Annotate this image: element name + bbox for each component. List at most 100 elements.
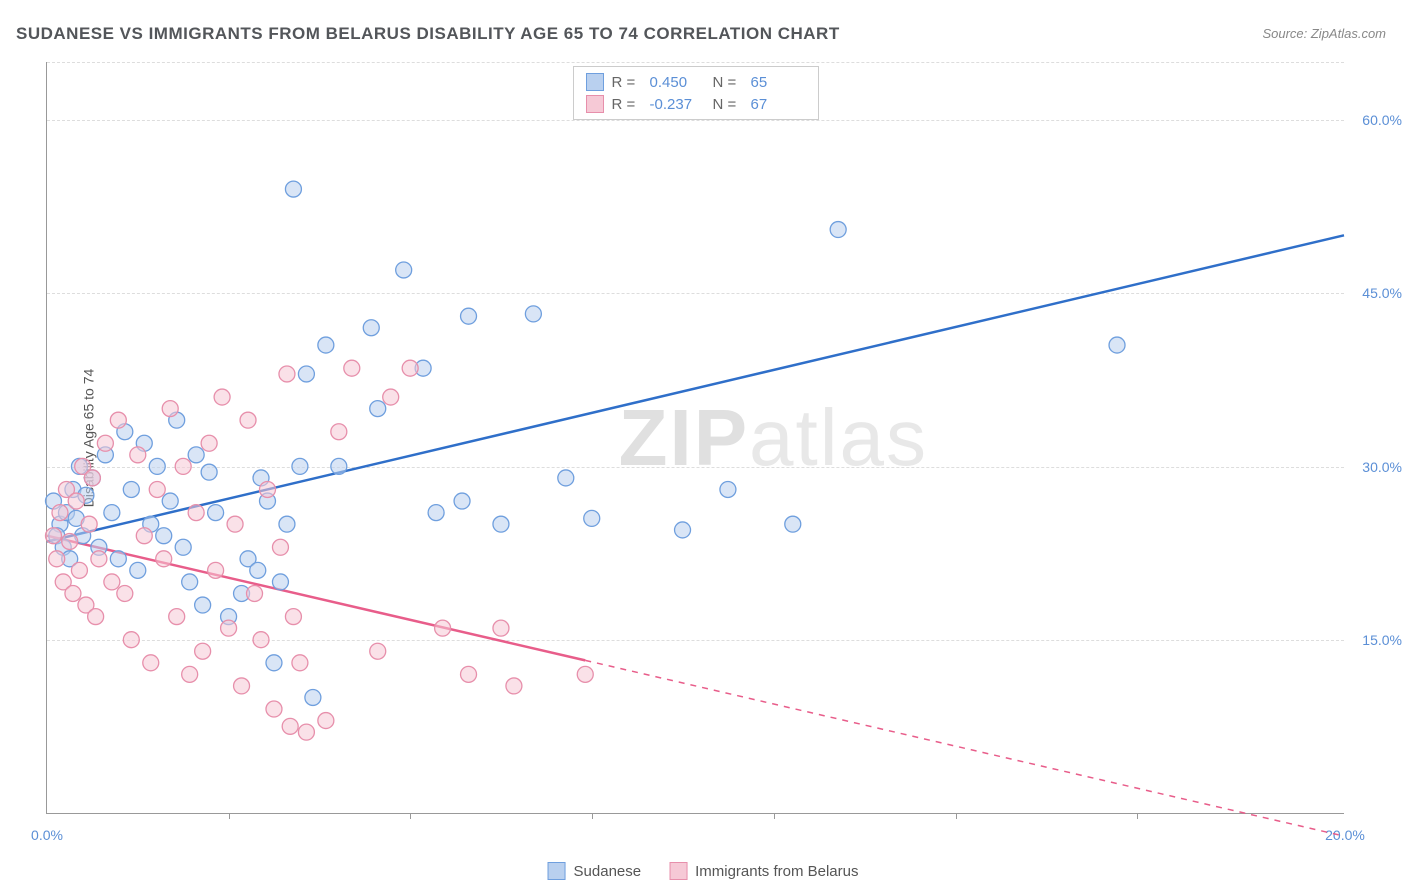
data-point xyxy=(435,620,451,636)
data-point xyxy=(461,308,477,324)
data-point xyxy=(234,678,250,694)
data-point xyxy=(68,493,84,509)
legend-swatch xyxy=(586,73,604,91)
data-point xyxy=(156,551,172,567)
plot-svg xyxy=(47,62,1344,813)
data-point xyxy=(525,306,541,322)
data-point xyxy=(195,597,211,613)
data-point xyxy=(123,632,139,648)
data-point xyxy=(81,516,97,532)
data-point xyxy=(162,493,178,509)
data-point xyxy=(298,724,314,740)
data-point xyxy=(201,464,217,480)
xtick-mark xyxy=(229,813,230,819)
data-point xyxy=(188,505,204,521)
data-point xyxy=(370,401,386,417)
data-point xyxy=(292,458,308,474)
data-point xyxy=(344,360,360,376)
data-point xyxy=(292,655,308,671)
stats-legend: R = 0.450 N = 65 R = -0.237 N = 67 xyxy=(573,66,819,120)
data-point xyxy=(201,435,217,451)
trend-line xyxy=(47,235,1344,541)
data-point xyxy=(266,701,282,717)
legend-item: Immigrants from Belarus xyxy=(669,862,858,880)
data-point xyxy=(675,522,691,538)
legend-label: Sudanese xyxy=(574,863,642,880)
data-point xyxy=(577,666,593,682)
data-point xyxy=(396,262,412,278)
r-label: R = xyxy=(612,96,642,113)
data-point xyxy=(247,585,263,601)
xtick-mark xyxy=(774,813,775,819)
xtick-label: 20.0% xyxy=(1325,827,1365,843)
data-point xyxy=(1109,337,1125,353)
data-point xyxy=(136,528,152,544)
data-point xyxy=(461,666,477,682)
stats-row: R = 0.450 N = 65 xyxy=(586,71,806,93)
data-point xyxy=(493,516,509,532)
data-point xyxy=(506,678,522,694)
data-point xyxy=(253,632,269,648)
data-point xyxy=(370,643,386,659)
data-point xyxy=(266,655,282,671)
xtick-mark xyxy=(592,813,593,819)
data-point xyxy=(285,181,301,197)
ytick-label: 60.0% xyxy=(1362,112,1402,128)
data-point xyxy=(331,424,347,440)
ytick-label: 45.0% xyxy=(1362,285,1402,301)
data-point xyxy=(195,643,211,659)
data-point xyxy=(214,389,230,405)
data-point xyxy=(227,516,243,532)
legend-swatch xyxy=(586,95,604,113)
data-point xyxy=(169,609,185,625)
data-point xyxy=(52,505,68,521)
ytick-label: 30.0% xyxy=(1362,459,1402,475)
data-point xyxy=(558,470,574,486)
data-point xyxy=(279,516,295,532)
data-point xyxy=(279,366,295,382)
data-point xyxy=(91,551,107,567)
r-value: -0.237 xyxy=(650,96,705,113)
data-point xyxy=(110,551,126,567)
data-point xyxy=(402,360,418,376)
xtick-label: 0.0% xyxy=(31,827,63,843)
data-point xyxy=(149,458,165,474)
data-point xyxy=(250,562,266,578)
ytick-label: 15.0% xyxy=(1362,632,1402,648)
data-point xyxy=(104,505,120,521)
data-point xyxy=(720,482,736,498)
data-point xyxy=(830,222,846,238)
n-label: N = xyxy=(713,96,743,113)
data-point xyxy=(130,562,146,578)
data-point xyxy=(71,562,87,578)
chart-title: SUDANESE VS IMMIGRANTS FROM BELARUS DISA… xyxy=(16,24,840,44)
data-point xyxy=(188,447,204,463)
legend-item: Sudanese xyxy=(548,862,642,880)
data-point xyxy=(584,510,600,526)
data-point xyxy=(123,482,139,498)
r-value: 0.450 xyxy=(650,74,705,91)
data-point xyxy=(318,713,334,729)
data-point xyxy=(285,609,301,625)
data-point xyxy=(84,470,100,486)
data-point xyxy=(162,401,178,417)
data-point xyxy=(259,482,275,498)
n-label: N = xyxy=(713,74,743,91)
data-point xyxy=(272,574,288,590)
n-value: 67 xyxy=(751,96,806,113)
data-point xyxy=(493,620,509,636)
source-label: Source: ZipAtlas.com xyxy=(1262,26,1386,41)
data-point xyxy=(454,493,470,509)
data-point xyxy=(282,718,298,734)
data-point xyxy=(130,447,146,463)
data-point xyxy=(97,435,113,451)
data-point xyxy=(149,482,165,498)
legend-swatch xyxy=(548,862,566,880)
bottom-legend: Sudanese Immigrants from Belarus xyxy=(548,862,859,880)
data-point xyxy=(156,528,172,544)
data-point xyxy=(305,689,321,705)
data-point xyxy=(49,551,65,567)
chart-area: Disability Age 65 to 74 ZIPatlas 15.0%30… xyxy=(46,62,1344,814)
trend-line-dashed xyxy=(585,660,1344,836)
data-point xyxy=(785,516,801,532)
